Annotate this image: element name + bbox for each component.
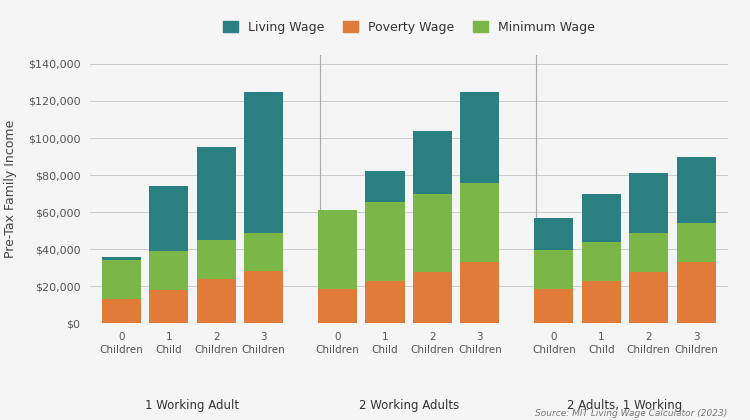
- Bar: [102, 260, 141, 299]
- Y-axis label: Pre-Tax Family Income: Pre-Tax Family Income: [4, 120, 16, 258]
- Bar: [149, 186, 188, 323]
- Text: 2 Working Adults: 2 Working Adults: [358, 399, 459, 412]
- Bar: [534, 250, 574, 289]
- Bar: [365, 281, 405, 323]
- Bar: [244, 271, 284, 323]
- Bar: [102, 257, 141, 323]
- Bar: [534, 289, 574, 323]
- Bar: [244, 92, 284, 323]
- Bar: [676, 223, 716, 262]
- Bar: [582, 242, 621, 281]
- Bar: [460, 184, 500, 262]
- Bar: [676, 157, 716, 323]
- Text: Source: MIT Living Wage Calculator (2023): Source: MIT Living Wage Calculator (2023…: [536, 409, 728, 418]
- Bar: [413, 273, 452, 323]
- Bar: [365, 171, 405, 323]
- Bar: [534, 218, 574, 323]
- Bar: [244, 233, 284, 271]
- Bar: [629, 173, 668, 323]
- Bar: [318, 210, 357, 289]
- Bar: [460, 262, 500, 323]
- Bar: [196, 240, 236, 279]
- Bar: [318, 218, 357, 323]
- Bar: [629, 273, 668, 323]
- Text: 1 Working Adult: 1 Working Adult: [146, 399, 239, 412]
- Bar: [365, 202, 405, 281]
- Bar: [149, 290, 188, 323]
- Bar: [676, 262, 716, 323]
- Bar: [582, 194, 621, 323]
- Legend: Living Wage, Poverty Wage, Minimum Wage: Living Wage, Poverty Wage, Minimum Wage: [223, 21, 595, 34]
- Bar: [460, 92, 500, 323]
- Bar: [413, 131, 452, 323]
- Text: 2 Adults, 1 Working: 2 Adults, 1 Working: [568, 399, 682, 412]
- Bar: [196, 279, 236, 323]
- Bar: [102, 299, 141, 323]
- Bar: [196, 147, 236, 323]
- Bar: [149, 251, 188, 290]
- Bar: [318, 289, 357, 323]
- Bar: [413, 194, 452, 273]
- Bar: [629, 234, 668, 273]
- Bar: [582, 281, 621, 323]
